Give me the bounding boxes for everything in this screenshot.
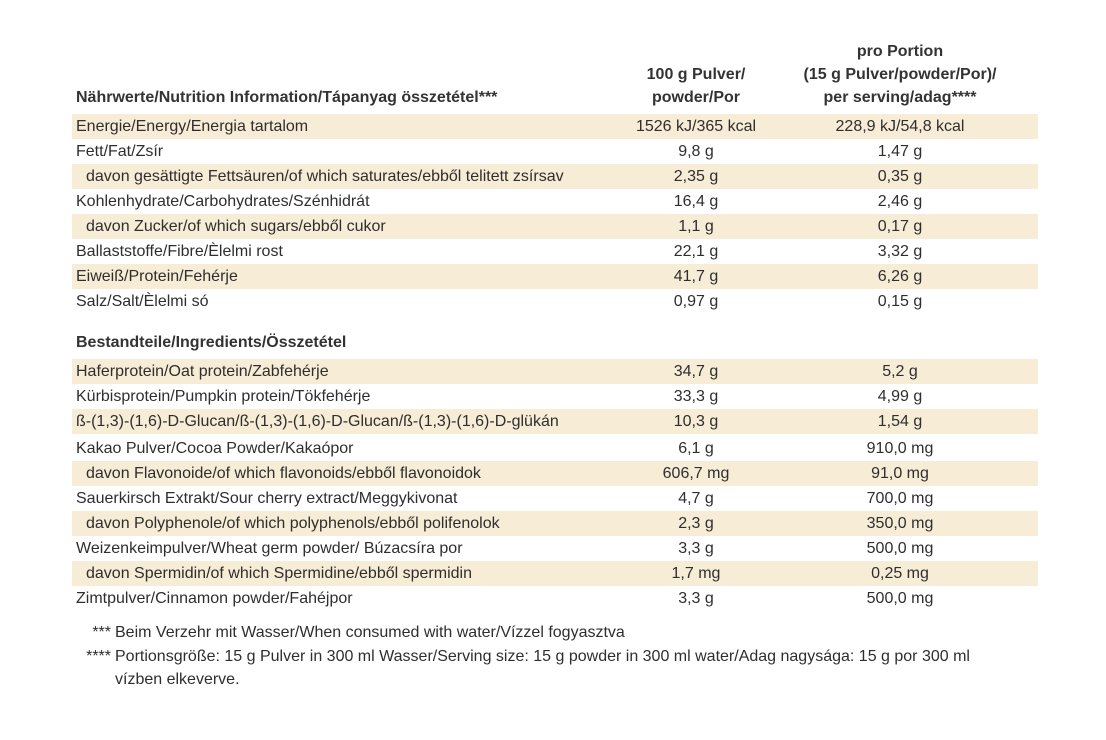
value-per-100g: 1526 kJ/365 kcal <box>635 118 757 135</box>
value-per-100g: 33,3 g <box>673 388 719 405</box>
value-per-serving: 2,46 g <box>877 193 923 210</box>
ingredient-row: ß-(1,3)-(1,6)-D-Glucan/ß-(1,3)-(1,6)-D-G… <box>72 409 1038 434</box>
row-label: davon Polyphenole/of which polyphenols/e… <box>86 515 500 532</box>
row-label: Salz/Salt/Èlelmi só <box>76 293 209 310</box>
table-header-label: Nährwerte/Nutrition Information/Tápanyag… <box>76 89 498 106</box>
row-label: Energie/Energy/Energia tartalom <box>76 118 309 135</box>
nutrition-row-salt: Salz/Salt/Èlelmi só 0,97 g 0,15 g <box>72 289 1038 314</box>
nutrition-row-fat: Fett/Fat/Zsír 9,8 g 1,47 g <box>72 139 1038 164</box>
value-per-100g: 1,7 mg <box>671 565 721 582</box>
value-per-100g: 16,4 g <box>673 193 719 210</box>
row-label: Fett/Fat/Zsír <box>76 143 164 160</box>
value-per-100g: 9,8 g <box>678 143 714 160</box>
column-header-per-100g: 100 g Pulver/ powder/Por <box>616 63 776 109</box>
row-label: Sauerkirsch Extrakt/Sour cherry extract/… <box>76 490 458 507</box>
value-per-serving: 500,0 mg <box>866 590 934 607</box>
value-per-100g: 0,97 g <box>673 293 719 310</box>
row-label: Kürbisprotein/Pumpkin protein/Tökfehérje <box>76 388 371 405</box>
footnote-mark: **** <box>86 648 111 665</box>
value-per-serving: 91,0 mg <box>871 465 929 482</box>
value-per-100g: 2,3 g <box>678 515 714 532</box>
column-header-line: (15 g Pulver/powder/Por)/ <box>803 66 997 83</box>
value-per-serving: 0,17 g <box>877 218 923 235</box>
row-label: Weizenkeimpulver/Wheat germ powder/ Búza… <box>76 540 463 557</box>
ingredient-row: davon Polyphenole/of which polyphenols/e… <box>72 511 1038 536</box>
ingredient-row: Sauerkirsch Extrakt/Sour cherry extract/… <box>72 486 1038 511</box>
ingredient-row: Kürbisprotein/Pumpkin protein/Tökfehérje… <box>72 384 1038 409</box>
value-per-100g: 3,3 g <box>678 590 714 607</box>
value-per-serving: 4,99 g <box>877 388 923 405</box>
value-per-serving: 0,15 g <box>877 293 923 310</box>
footnote-text: Beim Verzehr mit Wasser/When consumed wi… <box>115 624 625 641</box>
value-per-100g: 6,1 g <box>678 440 714 457</box>
row-label: Kohlenhydrate/Carbohydrates/Szénhidrát <box>76 193 370 210</box>
value-per-100g: 2,35 g <box>673 168 719 185</box>
footnote: **** Portionsgröße: 15 g Pulver in 300 m… <box>86 645 1015 691</box>
value-per-100g: 10,3 g <box>673 413 719 430</box>
column-header-per-serving: pro Portion (15 g Pulver/powder/Por)/ pe… <box>780 40 1020 109</box>
value-per-serving: 910,0 mg <box>866 440 934 457</box>
value-per-serving: 1,47 g <box>877 143 923 160</box>
row-label: davon gesättigte Fettsäuren/of which sat… <box>86 168 564 185</box>
row-label: Haferprotein/Oat protein/Zabfehérje <box>76 363 329 380</box>
ingredient-row: davon Flavonoide/of which flavonoids/ebb… <box>72 461 1038 486</box>
value-per-100g: 41,7 g <box>673 268 719 285</box>
nutrition-row-sugars: davon Zucker/of which sugars/ebből cukor… <box>72 214 1038 239</box>
nutrition-row-fibre: Ballaststoffe/Fibre/Èlelmi rost 22,1 g 3… <box>72 239 1038 264</box>
value-per-serving: 350,0 mg <box>866 515 934 532</box>
footnote-mark: *** <box>92 624 111 641</box>
column-header-line: 100 g Pulver/ <box>646 66 746 83</box>
nutrition-row-energy: Energie/Energy/Energia tartalom 1526 kJ/… <box>72 114 1038 139</box>
value-per-serving: 6,26 g <box>877 268 923 285</box>
value-per-serving: 500,0 mg <box>866 540 934 557</box>
row-label: Zimtpulver/Cinnamon powder/Fahéjpor <box>76 590 353 607</box>
ingredient-row: Zimtpulver/Cinnamon powder/Fahéjpor 3,3 … <box>72 586 1038 611</box>
value-per-100g: 1,1 g <box>678 218 714 235</box>
ingredient-row: Kakao Pulver/Cocoa Powder/Kakaópor 6,1 g… <box>72 436 1038 461</box>
nutrition-row-protein: Eiweiß/Protein/Fehérje 41,7 g 6,26 g <box>72 264 1038 289</box>
footnote-text: Portionsgröße: 15 g Pulver in 300 ml Was… <box>115 648 970 688</box>
value-per-serving: 1,54 g <box>877 413 923 430</box>
value-per-serving: 700,0 mg <box>866 490 934 507</box>
row-label: davon Spermidin/of which Spermidine/ebbő… <box>86 565 472 582</box>
value-per-100g: 3,3 g <box>678 540 714 557</box>
row-label: davon Zucker/of which sugars/ebből cukor <box>86 218 386 235</box>
nutrition-row-carbohydrates: Kohlenhydrate/Carbohydrates/Szénhidrát 1… <box>72 189 1038 214</box>
value-per-serving: 3,32 g <box>877 243 923 260</box>
ingredients-title: Bestandteile/Ingredients/Összetétel <box>76 334 347 351</box>
ingredient-row: Haferprotein/Oat protein/Zabfehérje 34,7… <box>72 359 1038 384</box>
value-per-100g: 4,7 g <box>678 490 714 507</box>
ingredient-row: Weizenkeimpulver/Wheat germ powder/ Búza… <box>72 536 1038 561</box>
footnote: *** Beim Verzehr mit Wasser/When consume… <box>92 621 625 644</box>
value-per-100g: 22,1 g <box>673 243 719 260</box>
value-per-serving: 228,9 kJ/54,8 kcal <box>835 118 965 135</box>
value-per-serving: 0,25 mg <box>871 565 929 582</box>
value-per-serving: 5,2 g <box>882 363 918 380</box>
column-header-line: per serving/adag**** <box>823 89 977 106</box>
nutrition-row-saturates: davon gesättigte Fettsäuren/of which sat… <box>72 164 1038 189</box>
value-per-100g: 606,7 mg <box>662 465 730 482</box>
value-per-100g: 34,7 g <box>673 363 719 380</box>
ingredient-row: davon Spermidin/of which Spermidine/ebbő… <box>72 561 1038 586</box>
column-header-line: pro Portion <box>856 43 944 60</box>
value-per-serving: 0,35 g <box>877 168 923 185</box>
row-label: Ballaststoffe/Fibre/Èlelmi rost <box>76 243 283 260</box>
row-label: Eiweiß/Protein/Fehérje <box>76 268 238 285</box>
column-header-line: powder/Por <box>651 89 740 106</box>
row-label: davon Flavonoide/of which flavonoids/ebb… <box>86 465 481 482</box>
row-label: Kakao Pulver/Cocoa Powder/Kakaópor <box>76 440 354 457</box>
row-label: ß-(1,3)-(1,6)-D-Glucan/ß-(1,3)-(1,6)-D-G… <box>76 413 559 430</box>
